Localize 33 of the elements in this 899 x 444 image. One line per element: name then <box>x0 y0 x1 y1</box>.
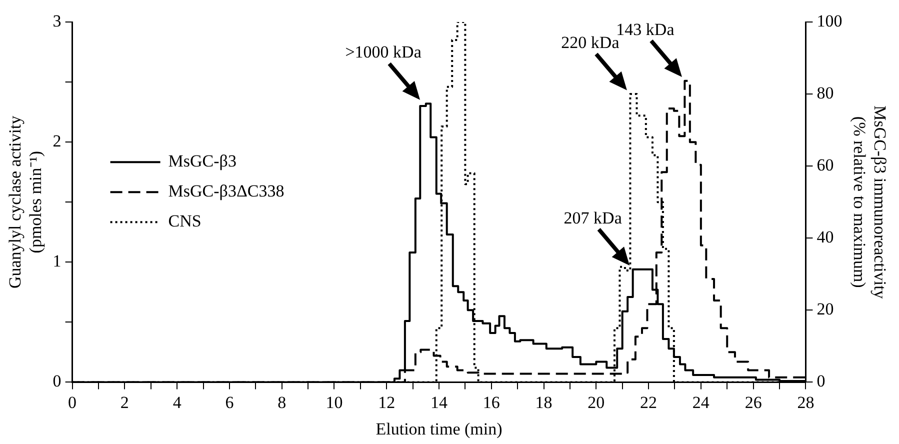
y2-tick-label: 100 <box>816 11 842 30</box>
x-tick-label: 14 <box>430 392 448 412</box>
annotation: 207 kDa <box>564 208 622 228</box>
y2-tick-label: 60 <box>816 156 834 175</box>
y-tick-label: 0 <box>52 372 62 391</box>
x-tick-label: 28 <box>797 392 814 412</box>
y2-tick-label: 80 <box>816 84 834 103</box>
x-axis-title: Elution time (min) <box>376 419 502 438</box>
y2-tick-label: 40 <box>816 228 834 247</box>
y2-tick-label: 20 <box>816 300 834 319</box>
y2-tick-label: 0 <box>816 372 826 391</box>
x-tick-label: 4 <box>172 392 182 412</box>
x-tick-label: 18 <box>535 392 552 412</box>
y-tick-label: 3 <box>52 11 62 30</box>
legend-label: MsGC-β3 <box>168 152 236 171</box>
x-tick-label: 16 <box>482 392 500 412</box>
y-tick-label: 2 <box>52 132 62 151</box>
x-tick-label: 22 <box>640 392 658 412</box>
y-axis-title: Guanylyl cyclase activity (pmoles min⁻¹) <box>6 115 46 288</box>
y-tick-label: 1 <box>52 252 62 271</box>
x-tick-label: 10 <box>326 392 343 412</box>
x-tick-label: 0 <box>68 392 77 412</box>
x-tick-label: 8 <box>278 392 286 412</box>
x-tick-label: 20 <box>588 392 605 412</box>
y2-axis-title: MsGC-β3 immunoreactivity (% relative to maximum) <box>850 105 890 300</box>
x-tick-label: 26 <box>744 392 762 412</box>
legend-label: CNS <box>168 212 202 231</box>
x-tick-label: 6 <box>225 392 234 412</box>
x-tick-label: 2 <box>120 392 129 412</box>
x-tick-label: 12 <box>378 392 396 412</box>
legend-label: MsGC-β3ΔC338 <box>168 182 284 201</box>
x-tick-label: 24 <box>692 392 710 412</box>
annotation: >1000 kDa <box>345 42 422 62</box>
